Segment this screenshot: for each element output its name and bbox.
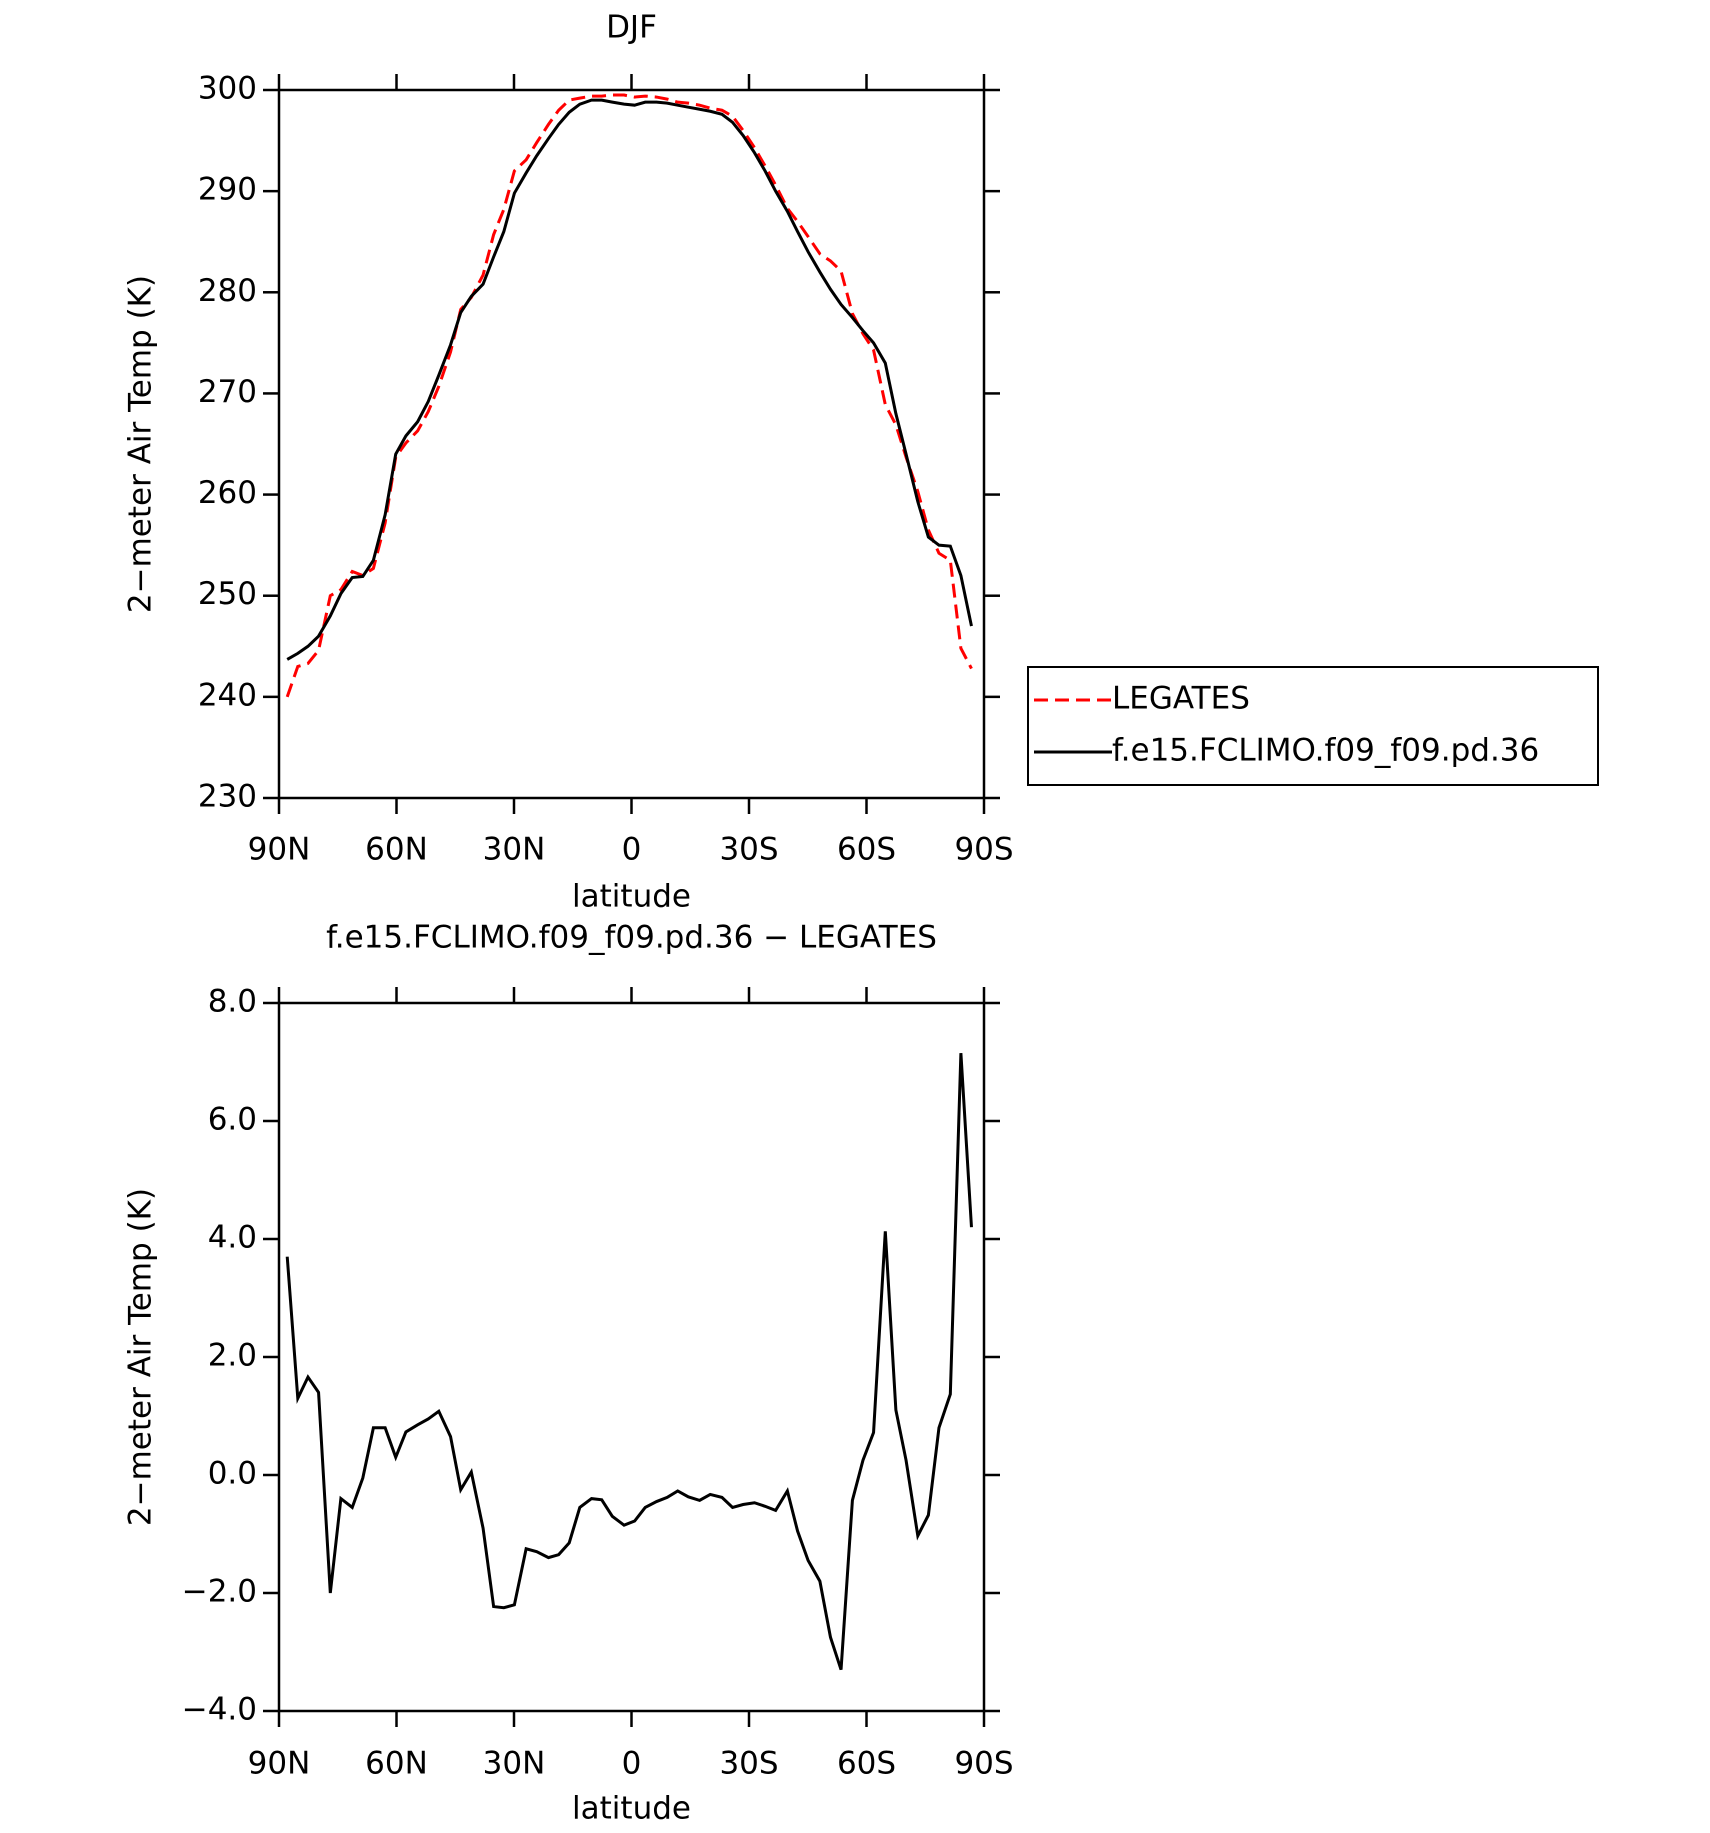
- x-tick-label: 30S: [719, 1746, 778, 1782]
- x-tick-label: 0: [622, 832, 642, 868]
- y-tick-label: 2.0: [208, 1338, 257, 1374]
- y-tick-label: −2.0: [182, 1574, 257, 1610]
- y-tick-label: 6.0: [208, 1102, 257, 1138]
- data-line: [286, 98, 973, 661]
- x-tick-label: 90N: [248, 832, 311, 868]
- y-axis-title: 2−meter Air Temp (K): [123, 1188, 159, 1526]
- data-line: [285, 93, 973, 698]
- plot-frame: [277, 1001, 986, 1713]
- x-tick-label: 90S: [954, 832, 1013, 868]
- y-tick-label: 290: [198, 172, 257, 208]
- y-tick-label: 250: [198, 576, 257, 612]
- y-tick-label: 270: [198, 374, 257, 410]
- x-tick-label: 60N: [365, 832, 428, 868]
- x-tick-label: 30N: [483, 1746, 546, 1782]
- legend-label: LEGATES: [1112, 681, 1250, 717]
- chart-title: f.e15.FCLIMO.f09_f09.pd.36 − LEGATES: [326, 920, 937, 956]
- plot-frame: [277, 88, 986, 800]
- y-tick-label: 230: [198, 779, 257, 815]
- chart-title: DJF: [606, 10, 657, 46]
- y-tick-label: 4.0: [208, 1220, 257, 1256]
- y-tick-label: 280: [198, 273, 257, 309]
- legend-box: [1027, 666, 1599, 786]
- y-tick-label: 0.0: [208, 1456, 257, 1492]
- x-axis-title: latitude: [572, 879, 691, 915]
- y-tick-label: 300: [198, 71, 257, 107]
- x-tick-label: 60N: [365, 1746, 428, 1782]
- x-axis-title: latitude: [572, 1791, 691, 1827]
- x-tick-label: 30S: [719, 832, 778, 868]
- y-axis-title: 2−meter Air Temp (K): [123, 275, 159, 613]
- y-tick-label: −4.0: [182, 1692, 257, 1728]
- x-tick-label: 90N: [248, 1746, 311, 1782]
- y-tick-label: 8.0: [208, 984, 257, 1020]
- y-tick-label: 240: [198, 677, 257, 713]
- x-tick-label: 0: [622, 1746, 642, 1782]
- y-tick-label: 260: [198, 475, 257, 511]
- x-tick-label: 60S: [837, 832, 896, 868]
- x-tick-label: 60S: [837, 1746, 896, 1782]
- legend-label: f.e15.FCLIMO.f09_f09.pd.36: [1112, 733, 1539, 769]
- data-line: [285, 1053, 973, 1671]
- x-tick-label: 90S: [954, 1746, 1013, 1782]
- x-tick-label: 30N: [483, 832, 546, 868]
